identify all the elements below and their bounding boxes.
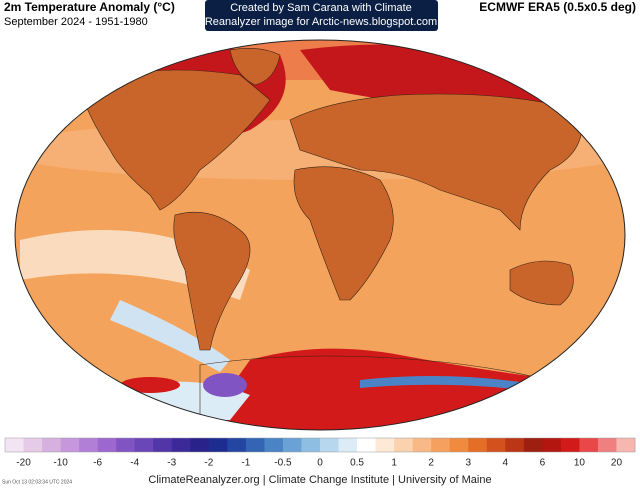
map <box>15 40 625 430</box>
subtitle: September 2024 - 1951-1980 <box>4 16 148 28</box>
colorbar-label: 3 <box>465 458 471 469</box>
colorbar-label: -4 <box>130 458 139 469</box>
dataset-label: ECMWF ERA5 (0.5x0.5 deg) <box>479 0 636 14</box>
colorbar-swatch <box>171 438 191 452</box>
colorbar-swatch <box>505 438 525 452</box>
colorbar-swatch <box>97 438 117 452</box>
colorbar-swatch <box>23 438 43 452</box>
colorbar-swatch <box>42 438 61 452</box>
timestamp: Sun Oct 13 02:03:34 UTC 2024 <box>2 479 72 485</box>
colorbar-frame <box>4 437 636 453</box>
globe-outline <box>14 39 626 431</box>
colorbar-swatch <box>542 438 562 452</box>
colorbar-swatch <box>616 438 636 452</box>
colorbar-swatch <box>190 438 210 452</box>
colorbar-label: 20 <box>611 458 623 469</box>
colorbar-swatch <box>79 438 98 452</box>
colorbar-swatch <box>357 438 376 452</box>
colorbar-swatch <box>208 438 228 452</box>
colorbar-label: 1 <box>391 458 397 469</box>
colorbar-label: -3 <box>167 458 176 469</box>
colorbar-swatch <box>468 438 488 452</box>
colorbar-label: -6 <box>93 458 102 469</box>
colorbar-swatch <box>560 438 580 452</box>
colorbar-swatch <box>227 438 247 452</box>
colorbar-label: 0.5 <box>350 458 364 469</box>
colorbar-swatch <box>431 438 451 452</box>
colorbar-swatch <box>116 438 136 452</box>
colorbar-swatch <box>301 438 321 452</box>
colorbar-label: 0 <box>317 458 323 469</box>
colorbar-swatch <box>153 438 173 452</box>
colorbar-swatch <box>597 438 617 452</box>
colorbar-label: -0.5 <box>274 458 292 469</box>
colorbar: -20 -10 -6 -4 -3 -2 -1 -0.5 0 0.5 1 2 3 4 6 10 20 <box>4 437 636 469</box>
colorbar-label: 6 <box>540 458 546 469</box>
colorbar-swatch <box>579 438 599 452</box>
colorbar-swatch <box>412 438 432 452</box>
colorbar-label: 2 <box>428 458 434 469</box>
banner-line: Created by Sam Carana with Climate <box>230 2 412 14</box>
colorbar-swatch <box>394 438 413 452</box>
title: 2m Temperature Anomaly (°C) <box>4 0 175 14</box>
colorbar-swatch <box>5 438 24 452</box>
colorbar-swatch <box>486 438 506 452</box>
colorbar-swatch <box>60 438 80 452</box>
colorbar-swatch <box>245 438 265 452</box>
banner-line: Reanalyzer image for Arctic-news.blogspo… <box>205 16 437 28</box>
colorbar-swatch <box>338 438 358 452</box>
colorbar-label: 4 <box>503 458 509 469</box>
colorbar-label: 10 <box>574 458 586 469</box>
colorbar-swatch <box>264 438 284 452</box>
colorbar-swatch <box>375 438 395 452</box>
credit: ClimateReanalyzer.org | Climate Change I… <box>148 474 491 486</box>
banner-box <box>205 0 438 31</box>
colorbar-swatch <box>134 438 154 452</box>
colorbar-label: -20 <box>16 458 31 469</box>
colorbar-label: -2 <box>204 458 213 469</box>
colorbar-swatch <box>449 438 469 452</box>
colorbar-label: -1 <box>241 458 250 469</box>
colorbar-swatch <box>320 438 339 452</box>
colorbar-swatch <box>523 438 543 452</box>
colorbar-swatch <box>282 438 302 452</box>
colorbar-label: -10 <box>53 458 68 469</box>
